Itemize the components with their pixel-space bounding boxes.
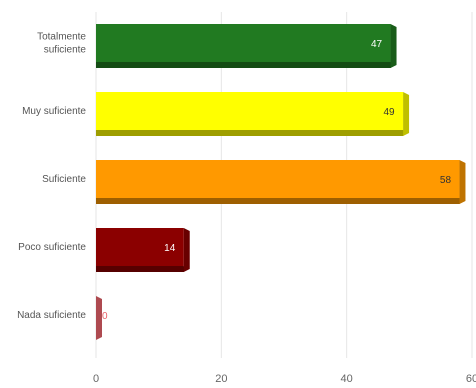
bar — [96, 160, 460, 198]
bar-group — [96, 92, 410, 136]
data-label: 58 — [440, 175, 452, 186]
bar-group — [96, 24, 397, 68]
x-tick-label: 20 — [215, 373, 227, 385]
bar-side — [96, 296, 102, 340]
bars — [96, 24, 466, 340]
category-label: Nada suficiente — [17, 310, 86, 321]
category-label: Poco suficiente — [18, 242, 86, 253]
bar-bottom — [96, 130, 404, 136]
bar — [96, 228, 184, 266]
data-label: 14 — [164, 243, 176, 254]
x-tick-label: 0 — [93, 373, 99, 385]
bar-group — [96, 160, 466, 204]
bar-bottom — [96, 62, 391, 68]
category-label: Muy suficiente — [22, 106, 86, 117]
data-label: 47 — [371, 39, 383, 50]
bar-side — [390, 24, 397, 68]
x-tick-label: 60 — [466, 373, 476, 385]
category-labels: Totalmente suficiente Muy suficiente Sufici… — [17, 32, 86, 322]
bar-bottom — [96, 266, 184, 272]
bar-bottom — [96, 198, 460, 204]
x-axis-ticks: 0 20 40 60 — [93, 373, 476, 385]
category-label: Totalmente suficiente — [37, 32, 86, 56]
data-labels: 47 49 58 14 0 — [102, 39, 451, 322]
category-label: Suficiente — [42, 174, 86, 185]
bar — [96, 24, 391, 62]
bar-side — [183, 228, 190, 272]
bar — [96, 92, 404, 130]
bar-group — [96, 228, 190, 272]
x-tick-label: 40 — [341, 373, 353, 385]
data-label: 49 — [384, 107, 396, 118]
bar-group — [96, 296, 102, 340]
bar-side — [403, 92, 410, 136]
data-label: 0 — [102, 311, 108, 322]
bar-side — [459, 160, 466, 204]
